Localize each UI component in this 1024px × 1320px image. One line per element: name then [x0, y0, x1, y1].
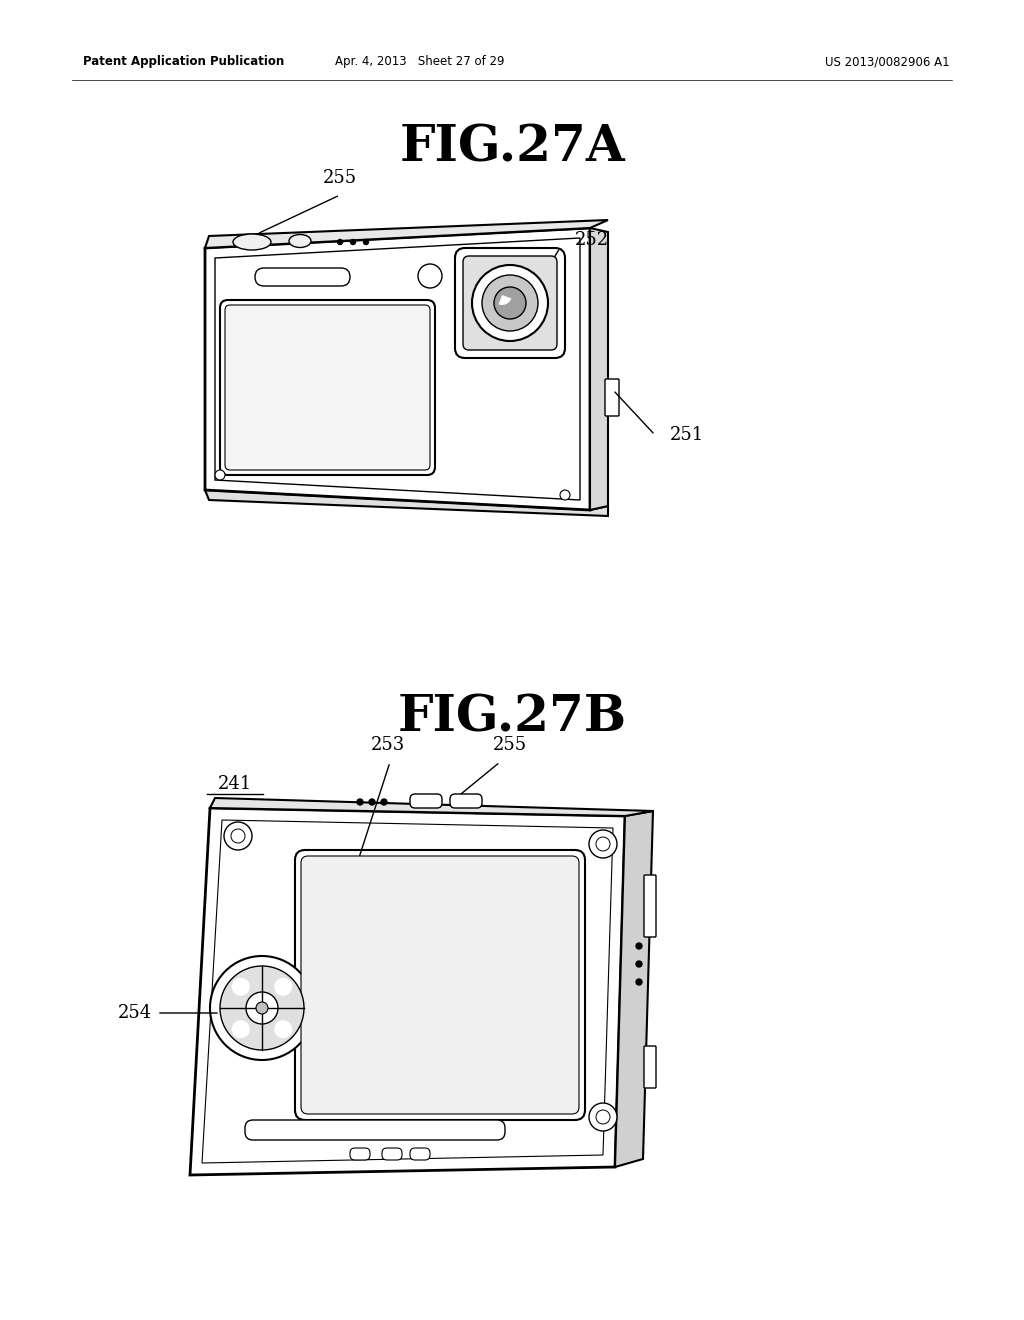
Text: FIG.27B: FIG.27B	[397, 693, 627, 742]
Circle shape	[274, 978, 292, 995]
Circle shape	[636, 979, 642, 985]
Text: 255: 255	[323, 169, 357, 187]
Polygon shape	[590, 228, 608, 510]
FancyBboxPatch shape	[220, 300, 435, 475]
FancyBboxPatch shape	[605, 379, 618, 416]
Circle shape	[589, 1104, 617, 1131]
Text: 254: 254	[118, 1005, 152, 1022]
FancyBboxPatch shape	[301, 855, 579, 1114]
Circle shape	[636, 961, 642, 968]
Text: 252: 252	[575, 231, 609, 249]
Circle shape	[596, 837, 610, 851]
Polygon shape	[615, 810, 653, 1167]
Circle shape	[256, 1002, 268, 1014]
Circle shape	[381, 799, 387, 805]
Text: Patent Application Publication: Patent Application Publication	[83, 55, 285, 69]
Circle shape	[246, 993, 278, 1024]
Circle shape	[636, 942, 642, 949]
Wedge shape	[499, 294, 511, 305]
Text: 251: 251	[670, 426, 705, 444]
Circle shape	[231, 829, 245, 843]
Polygon shape	[210, 799, 653, 816]
FancyBboxPatch shape	[255, 268, 350, 286]
FancyBboxPatch shape	[644, 1045, 656, 1088]
Circle shape	[338, 239, 342, 244]
Polygon shape	[205, 490, 608, 516]
FancyBboxPatch shape	[245, 1119, 505, 1140]
Circle shape	[364, 239, 369, 244]
Circle shape	[494, 286, 526, 319]
FancyBboxPatch shape	[410, 795, 442, 808]
Circle shape	[418, 264, 442, 288]
FancyBboxPatch shape	[295, 850, 585, 1119]
Text: FIG.27A: FIG.27A	[399, 124, 625, 173]
Circle shape	[220, 966, 304, 1049]
Circle shape	[231, 1020, 250, 1039]
FancyBboxPatch shape	[463, 256, 557, 350]
FancyBboxPatch shape	[644, 875, 656, 937]
Circle shape	[274, 1020, 292, 1039]
FancyBboxPatch shape	[225, 305, 430, 470]
Circle shape	[596, 1110, 610, 1125]
Circle shape	[472, 265, 548, 341]
FancyBboxPatch shape	[455, 248, 565, 358]
FancyBboxPatch shape	[382, 1148, 402, 1160]
Polygon shape	[190, 808, 625, 1175]
Polygon shape	[205, 220, 608, 248]
Circle shape	[215, 470, 225, 480]
Text: 241: 241	[218, 775, 252, 793]
FancyBboxPatch shape	[410, 1148, 430, 1160]
Text: Apr. 4, 2013   Sheet 27 of 29: Apr. 4, 2013 Sheet 27 of 29	[335, 55, 505, 69]
Ellipse shape	[233, 234, 271, 249]
Circle shape	[589, 830, 617, 858]
Ellipse shape	[289, 235, 311, 248]
FancyBboxPatch shape	[450, 795, 482, 808]
Circle shape	[224, 822, 252, 850]
Circle shape	[357, 799, 362, 805]
Text: 253: 253	[371, 737, 406, 754]
Circle shape	[350, 239, 355, 244]
Text: US 2013/0082906 A1: US 2013/0082906 A1	[825, 55, 950, 69]
Circle shape	[482, 275, 538, 331]
FancyBboxPatch shape	[350, 1148, 370, 1160]
Circle shape	[210, 956, 314, 1060]
Text: 255: 255	[493, 737, 527, 754]
Circle shape	[231, 978, 250, 995]
Circle shape	[369, 799, 375, 805]
Circle shape	[560, 490, 570, 500]
Polygon shape	[205, 228, 590, 510]
